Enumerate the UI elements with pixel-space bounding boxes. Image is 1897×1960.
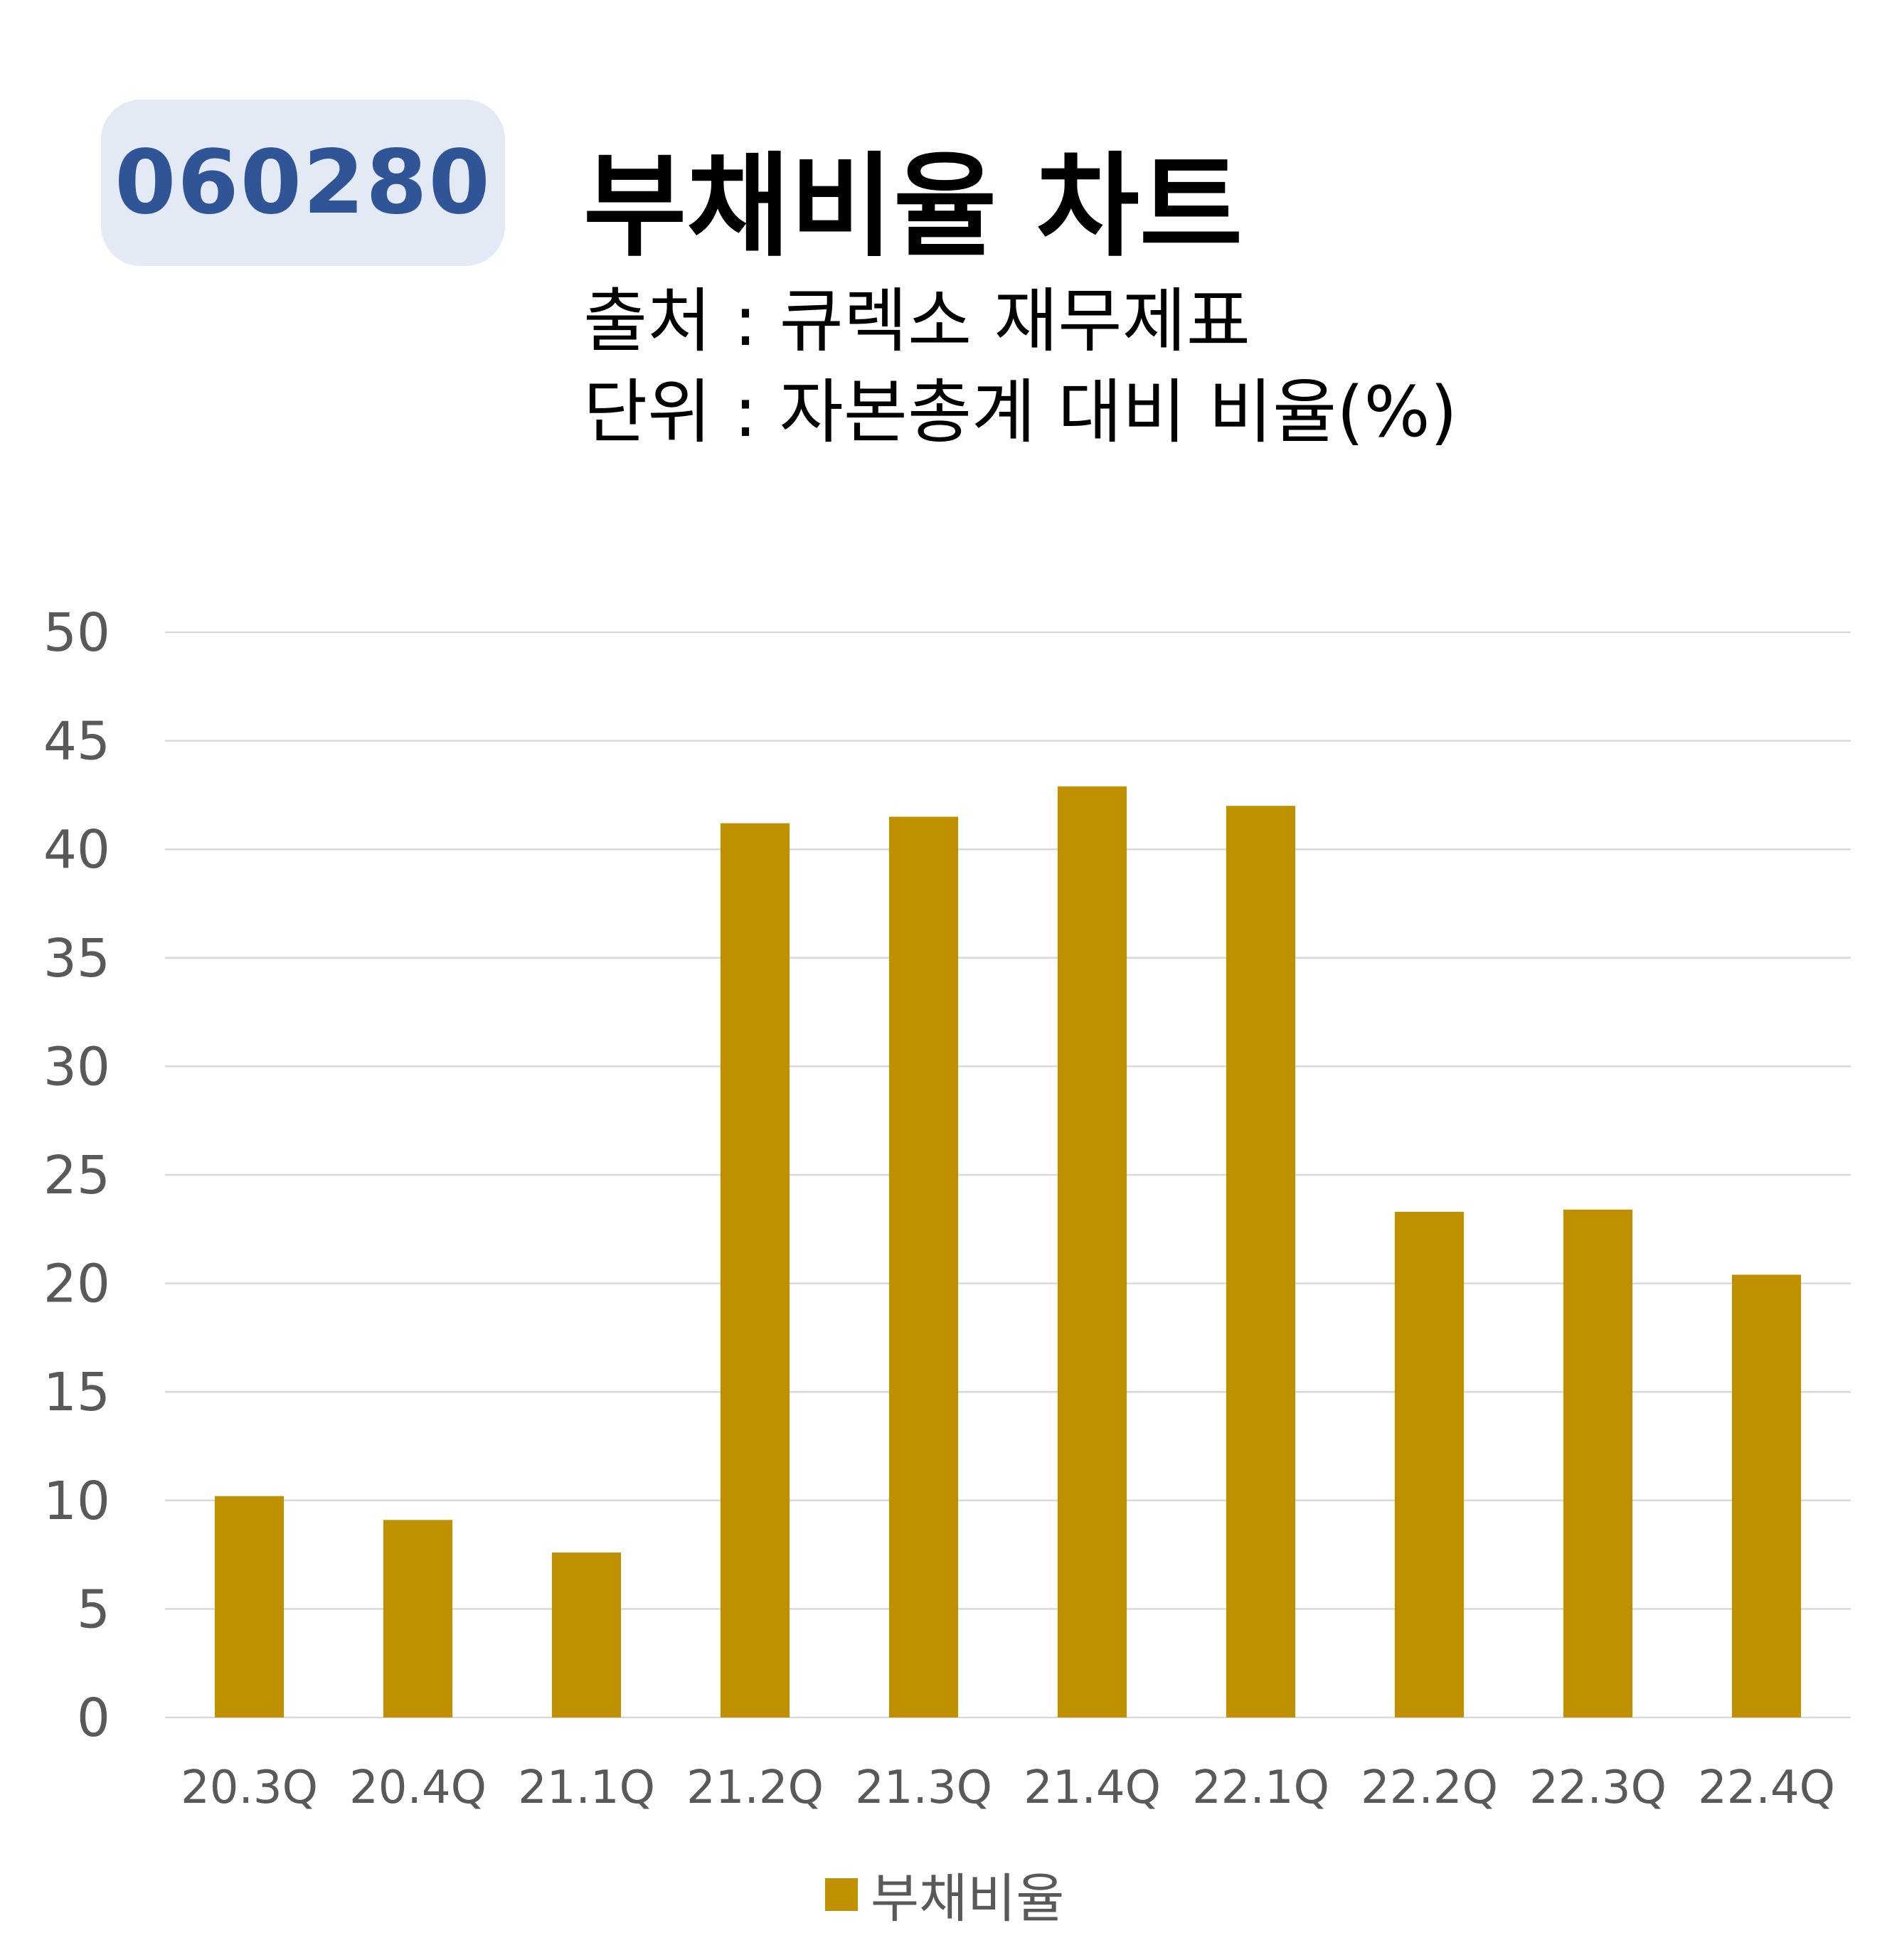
y-tick-label: 45 xyxy=(43,711,110,772)
x-tick-label: 22.2Q xyxy=(1361,1762,1498,1814)
y-tick-label: 50 xyxy=(43,602,110,664)
y-axis-ticks: 0 5 10 15 20 25 30 35 40 45 50 xyxy=(43,602,110,1749)
bars xyxy=(214,786,1802,1717)
y-tick-label: 30 xyxy=(43,1036,110,1097)
chart-title: 부채비율 차트 xyxy=(583,142,1243,272)
legend-label: 부채비율 xyxy=(871,1868,1065,1929)
ticker-badge: 060280 xyxy=(101,100,505,266)
bar-21.4Q xyxy=(1057,786,1127,1717)
y-tick-label: 15 xyxy=(43,1362,110,1423)
x-tick-label: 20.4Q xyxy=(349,1762,487,1814)
y-tick-label: 35 xyxy=(43,928,110,989)
bar-22.3Q xyxy=(1563,1209,1633,1717)
legend-swatch xyxy=(825,1878,858,1911)
bar-22.4Q xyxy=(1731,1274,1802,1717)
bar-21.3Q xyxy=(888,816,959,1717)
x-tick-label: 20.3Q xyxy=(181,1762,318,1814)
y-tick-label: 25 xyxy=(43,1145,110,1206)
x-tick-label: 21.3Q xyxy=(855,1762,992,1814)
x-tick-label: 21.2Q xyxy=(686,1762,824,1814)
y-tick-label: 10 xyxy=(43,1471,110,1532)
y-tick-label: 0 xyxy=(77,1688,110,1749)
bar-21.2Q xyxy=(720,823,790,1717)
x-tick-label: 22.4Q xyxy=(1698,1762,1835,1814)
y-tick-label: 20 xyxy=(43,1254,110,1315)
x-axis-ticks: 20.3Q 20.4Q 21.1Q 21.2Q 21.3Q 21.4Q 22.1Q 22.2Q… xyxy=(181,1762,1835,1814)
bar-20.3Q xyxy=(214,1496,285,1717)
bar-21.1Q xyxy=(551,1552,622,1717)
x-tick-label: 22.1Q xyxy=(1192,1762,1329,1814)
ticker-code: 060280 xyxy=(115,132,491,234)
bar-22.2Q xyxy=(1394,1211,1465,1717)
y-tick-label: 5 xyxy=(77,1579,110,1640)
x-tick-label: 21.1Q xyxy=(518,1762,655,1814)
y-tick-label: 40 xyxy=(43,819,110,880)
legend: 부채비율 xyxy=(825,1856,1064,1932)
bar-20.4Q xyxy=(383,1520,453,1717)
unit-line: 단위 : 자본총계 대비 비율(%) xyxy=(583,372,1457,453)
grid-lines xyxy=(165,631,1851,1719)
x-tick-label: 22.3Q xyxy=(1529,1762,1667,1814)
x-tick-label: 21.4Q xyxy=(1024,1762,1161,1814)
bar-22.1Q xyxy=(1226,806,1296,1717)
source-line: 출처 : 큐렉소 재무제표 xyxy=(583,281,1250,362)
